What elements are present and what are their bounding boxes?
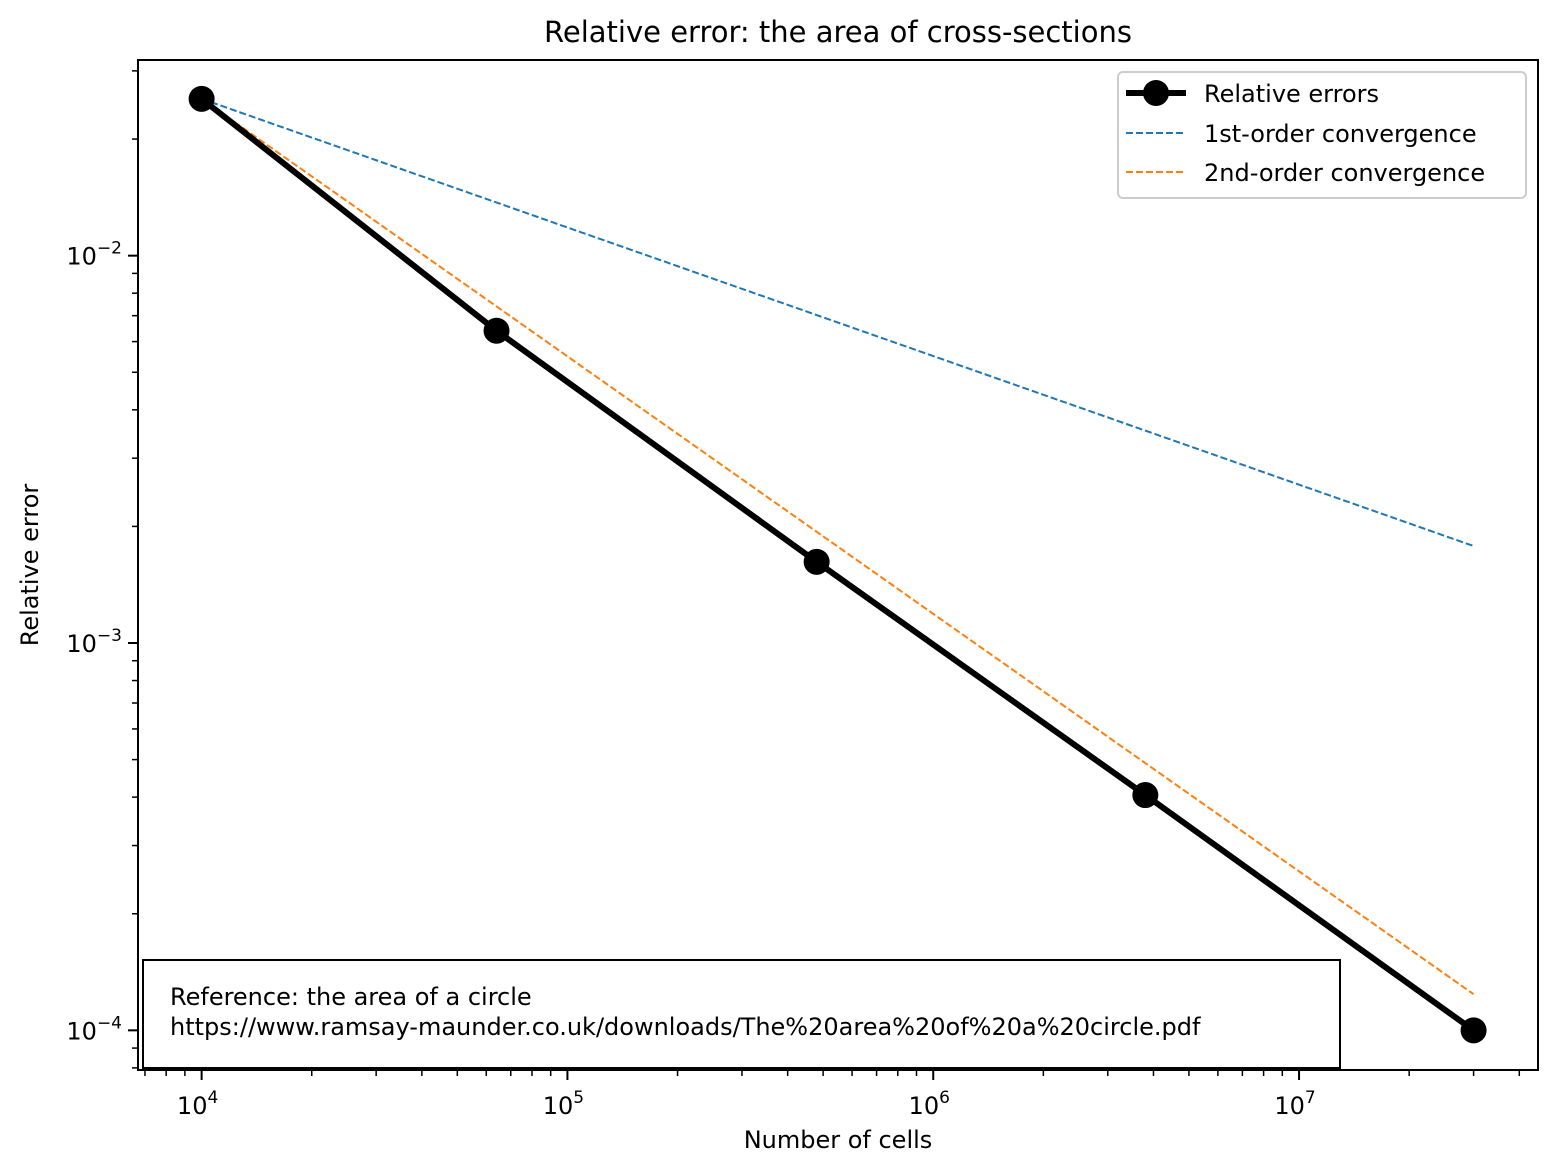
annotation-line-url: https://www.ramsay-maunder.co.uk/downloa…: [170, 1013, 1201, 1041]
plot-area: 104 105 106 107 10−2 10−3 10−4: [66, 70, 1521, 1120]
series-line-1st-order-convergence: [201, 97, 1474, 547]
x-tick-label: 106: [909, 1088, 950, 1120]
legend-label-1st-order: 1st-order convergence: [1204, 120, 1477, 148]
annotation-line-reference: Reference: the area of a circle: [170, 983, 532, 1011]
y-axis-label: Relative error: [16, 484, 44, 647]
reference-annotation: Reference: the area of a circle https://…: [142, 959, 1341, 1069]
y-tick-label: 10−3: [66, 626, 122, 658]
legend-box: [1117, 71, 1527, 199]
legend-label-2nd-order: 2nd-order convergence: [1204, 159, 1485, 187]
data-point: [803, 548, 830, 575]
y-tick-label: 10−4: [66, 1013, 122, 1045]
annotation-box: [142, 959, 1341, 1069]
data-point: [188, 85, 215, 112]
legend: Relative errors 1st-order convergence 2n…: [1117, 71, 1527, 199]
legend-label-relative-errors: Relative errors: [1204, 80, 1379, 108]
chart-title: Relative error: the area of cross-sectio…: [544, 15, 1132, 49]
data-point: [1132, 782, 1159, 809]
x-axis-label: Number of cells: [744, 1126, 933, 1154]
x-tick-label: 105: [543, 1088, 584, 1120]
series-line-2nd-order-convergence: [201, 98, 1475, 995]
data-point: [483, 317, 510, 344]
data-point: [1460, 1017, 1487, 1044]
y-tick-label: 10−2: [66, 239, 122, 271]
x-tick-label: 107: [1274, 1088, 1315, 1120]
plot-frame: [137, 59, 1539, 1071]
legend-marker-relative-errors: [1143, 80, 1169, 106]
x-tick-label: 104: [177, 1088, 218, 1120]
